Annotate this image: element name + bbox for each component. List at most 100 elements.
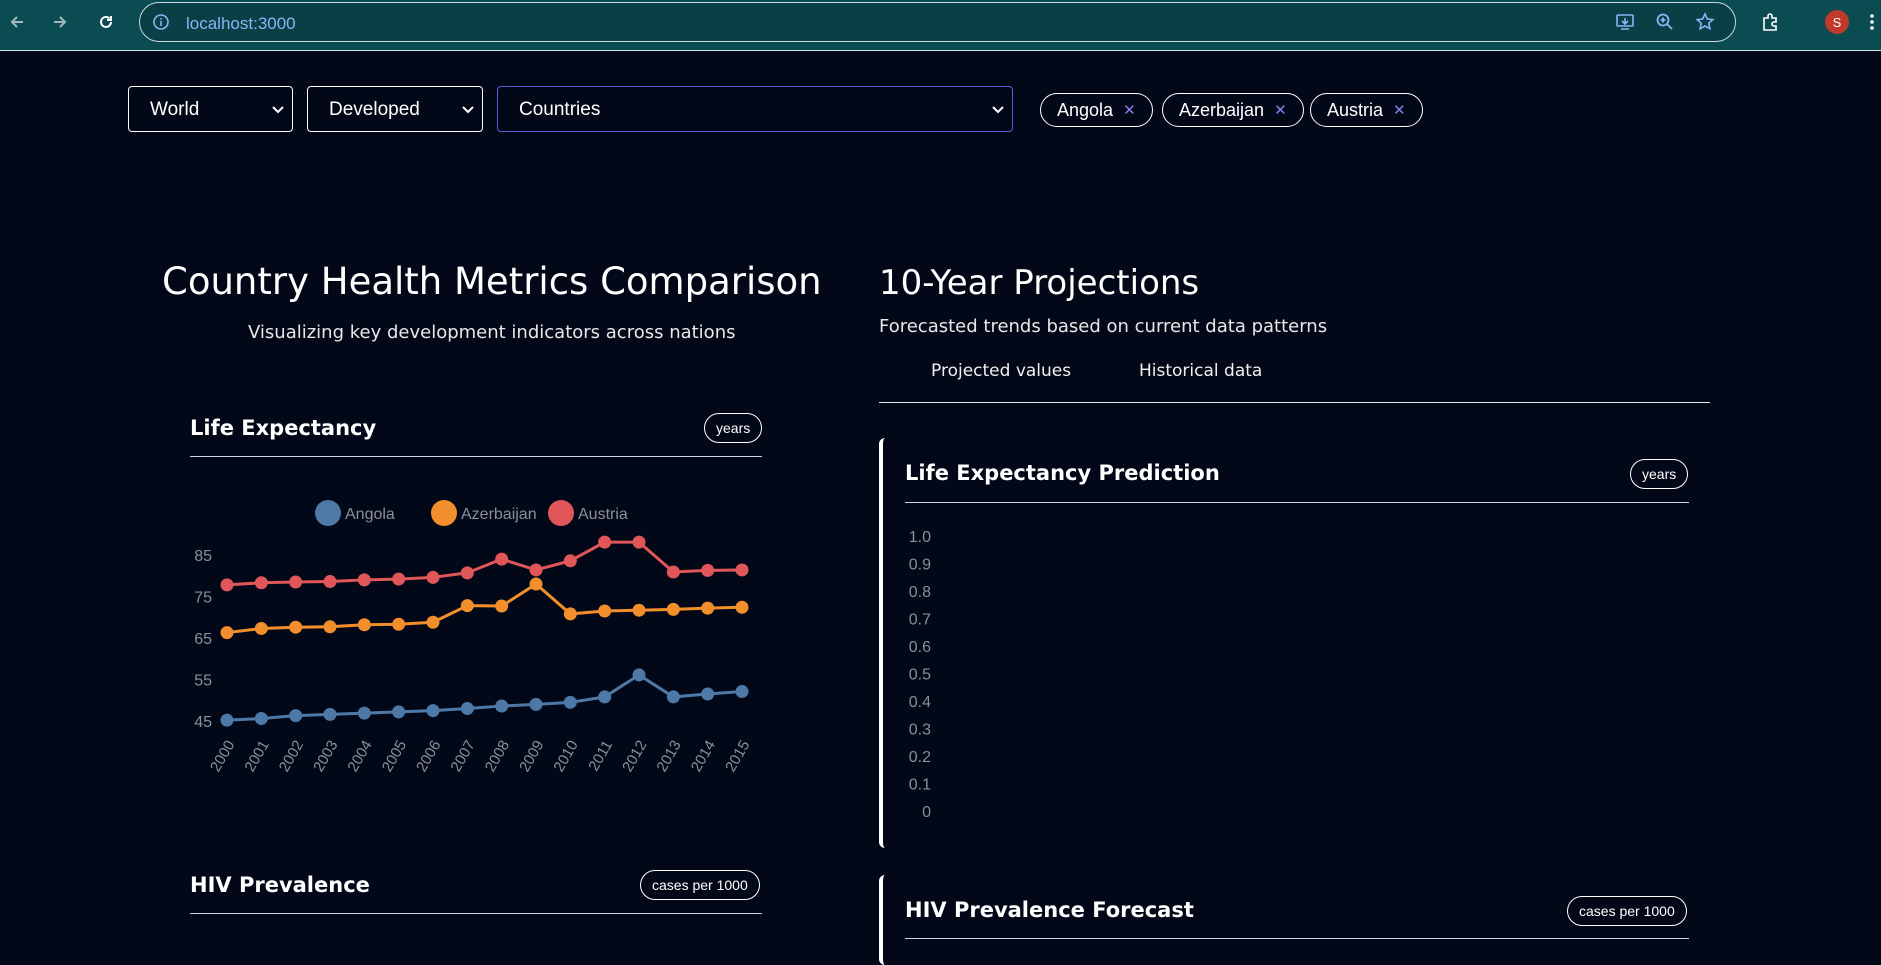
data-point[interactable] [735, 600, 749, 614]
x-tick-label: 2006 [413, 738, 444, 775]
legend-item-azerbaijan[interactable]: Azerbaijan [431, 500, 537, 526]
data-point[interactable] [254, 712, 268, 726]
data-point[interactable] [357, 573, 371, 587]
install-app-icon[interactable] [1614, 11, 1636, 33]
url-text[interactable]: localhost:3000 [186, 14, 296, 33]
data-point[interactable] [632, 603, 646, 617]
zoom-icon[interactable] [1654, 11, 1676, 33]
data-point[interactable] [563, 695, 577, 709]
legend-swatch [315, 500, 341, 526]
card-accent [879, 875, 885, 965]
data-point[interactable] [563, 554, 577, 568]
chip-label: Azerbaijan [1179, 99, 1265, 120]
data-point[interactable] [735, 563, 749, 577]
region-select[interactable]: World [128, 86, 293, 132]
y-tick-label: 55 [194, 673, 212, 690]
data-point[interactable] [632, 668, 646, 682]
series-line-austria [226, 540, 743, 587]
data-point[interactable] [598, 604, 612, 618]
data-point[interactable] [392, 705, 406, 719]
chip-label: Austria [1327, 99, 1384, 120]
back-icon[interactable] [5, 10, 29, 34]
chevron-down-icon [462, 106, 474, 114]
y-tick-label: 0 [922, 804, 931, 821]
data-point[interactable] [701, 601, 715, 615]
data-point[interactable] [254, 621, 268, 635]
remove-icon[interactable]: ✕ [1393, 102, 1406, 119]
data-point[interactable] [666, 690, 680, 704]
data-point[interactable] [563, 607, 577, 621]
development-select[interactable]: Developed [307, 86, 483, 132]
y-tick-label: 1.0 [909, 529, 931, 546]
x-tick-label: 2005 [379, 738, 410, 775]
y-tick-label: 0.2 [909, 749, 931, 766]
hiv-prevalence-title: HIV Prevalence [190, 873, 370, 897]
data-point[interactable] [529, 697, 543, 711]
data-point[interactable] [460, 599, 474, 613]
y-tick-label: 0.6 [909, 639, 931, 656]
data-point[interactable] [598, 535, 612, 549]
legend-item-austria[interactable]: Austria [548, 500, 628, 526]
data-point[interactable] [426, 704, 440, 718]
data-point[interactable] [666, 602, 680, 616]
data-point[interactable] [289, 620, 303, 634]
data-point[interactable] [392, 617, 406, 631]
data-point[interactable] [598, 690, 612, 704]
data-point[interactable] [357, 618, 371, 632]
data-point[interactable] [529, 577, 543, 591]
region-select-value: World [150, 99, 200, 120]
address-bar[interactable]: localhost:3000 [139, 2, 1736, 42]
data-point[interactable] [357, 706, 371, 720]
x-tick-label: 2002 [276, 738, 307, 775]
data-point[interactable] [495, 599, 509, 613]
data-point[interactable] [289, 709, 303, 723]
data-point[interactable] [735, 685, 749, 699]
data-point[interactable] [666, 565, 680, 579]
tab-projected-values[interactable]: Projected values [931, 361, 1072, 381]
reload-icon[interactable] [94, 10, 118, 34]
card-accent [879, 438, 885, 848]
tab-historical-data[interactable]: Historical data [1139, 361, 1263, 381]
data-point[interactable] [289, 575, 303, 589]
y-tick-label: 0.8 [909, 584, 931, 601]
menu-icon[interactable] [1866, 10, 1878, 34]
data-point[interactable] [701, 687, 715, 701]
data-point[interactable] [460, 566, 474, 580]
data-point[interactable] [460, 702, 474, 716]
x-tick-label: 2008 [482, 738, 513, 775]
countries-select[interactable]: Countries [497, 86, 1013, 132]
data-point[interactable] [220, 713, 234, 727]
data-point[interactable] [254, 576, 268, 590]
data-point[interactable] [220, 626, 234, 640]
y-tick-label: 0.3 [909, 722, 931, 739]
unit-badge: cases per 1000 [1567, 896, 1687, 926]
countries-select-placeholder: Countries [519, 99, 601, 120]
data-point[interactable] [632, 535, 646, 549]
data-point[interactable] [323, 575, 337, 589]
site-info-icon[interactable] [150, 11, 172, 33]
data-point[interactable] [495, 552, 509, 566]
avatar[interactable]: S [1825, 10, 1849, 34]
remove-icon[interactable]: ✕ [1123, 102, 1136, 119]
data-point[interactable] [701, 563, 715, 577]
x-tick-label: 2013 [653, 738, 684, 775]
forward-icon[interactable] [48, 10, 72, 34]
legend-item-angola[interactable]: Angola [315, 500, 395, 526]
hiv-forecast-title: HIV Prevalence Forecast [905, 898, 1194, 922]
legend-label: Angola [345, 506, 395, 523]
data-point[interactable] [495, 699, 509, 713]
y-tick-label: 0.4 [909, 694, 931, 711]
data-point[interactable] [323, 707, 337, 721]
extensions-icon[interactable] [1758, 10, 1782, 34]
remove-icon[interactable]: ✕ [1274, 102, 1287, 119]
data-point[interactable] [392, 572, 406, 586]
data-point[interactable] [529, 563, 543, 577]
data-point[interactable] [220, 578, 234, 592]
data-point[interactable] [426, 570, 440, 584]
x-tick-label: 2012 [619, 738, 650, 775]
bookmark-star-icon[interactable] [1694, 11, 1716, 33]
data-point[interactable] [323, 620, 337, 634]
data-point[interactable] [426, 615, 440, 629]
legend-swatch [431, 500, 457, 526]
